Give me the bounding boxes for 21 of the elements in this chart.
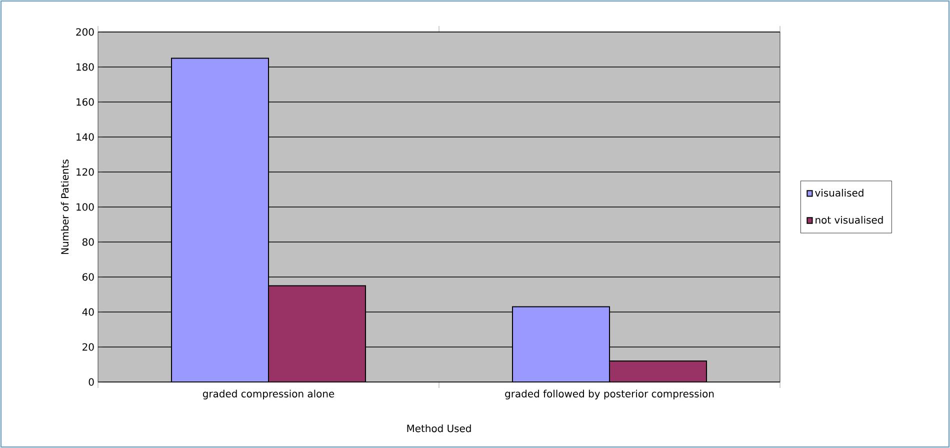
x-axis-title: Method Used bbox=[407, 424, 471, 432]
y-tick-label: 120 bbox=[76, 168, 94, 176]
y-tick-label: 20 bbox=[82, 343, 94, 351]
x-tick-label: graded compression alone bbox=[202, 390, 334, 400]
y-tick-label: 140 bbox=[76, 133, 94, 141]
y-tick-label: 100 bbox=[76, 203, 94, 211]
y-tick-label: 180 bbox=[76, 63, 94, 71]
y-axis-title: Number of Patients bbox=[60, 160, 69, 254]
y-tick-label: 0 bbox=[88, 378, 94, 386]
bar bbox=[609, 360, 708, 382]
legend-label: visualised bbox=[815, 188, 864, 197]
x-tick-label: graded followed by posterior compression bbox=[505, 390, 714, 400]
bar bbox=[171, 58, 270, 382]
y-tick-label: 40 bbox=[82, 308, 94, 316]
y-tick-label: 60 bbox=[82, 273, 94, 281]
y-tick-label: 200 bbox=[76, 28, 94, 36]
bar bbox=[512, 306, 610, 382]
bar bbox=[268, 285, 366, 382]
y-tick-label: 160 bbox=[76, 98, 94, 106]
legend-label: not visualised bbox=[816, 216, 883, 224]
y-tick-label: 80 bbox=[82, 238, 94, 246]
